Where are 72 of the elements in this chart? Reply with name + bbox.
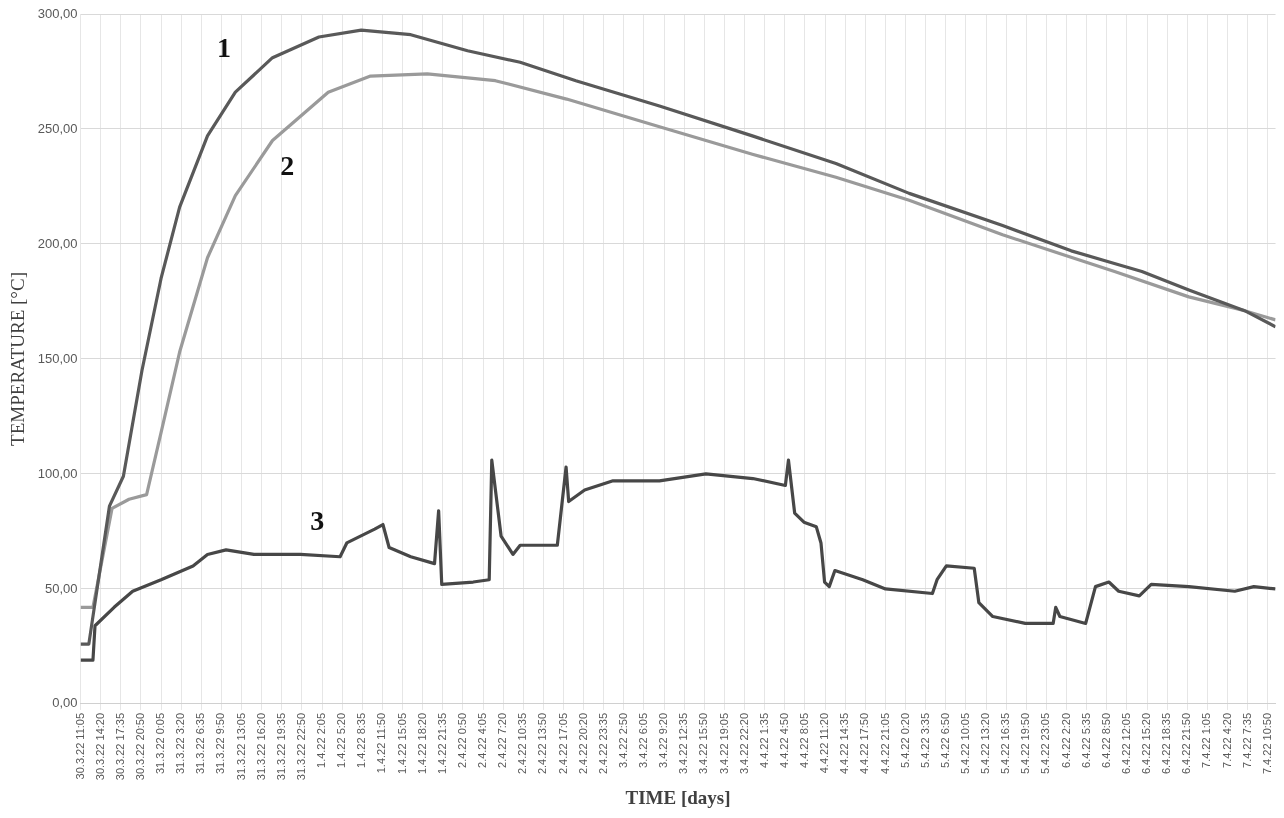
x-tick-label: 31.3.22 16:20 [254,712,267,781]
y-tick-label: 50,00 [45,580,78,596]
x-tick-label: 3.4.22 22:20 [737,712,750,775]
x-tick-label: 2.4.22 13:50 [536,712,549,775]
x-tick-label: 1.4.22 11:50 [375,712,388,774]
x-tick-label: 2.4.22 20:20 [576,712,589,775]
x-tick-label: 5.4.22 6:50 [938,712,951,768]
x-tick-label: 30.3.22 20:50 [133,712,146,781]
annotation: 2 [280,149,295,181]
x-tick-label: 7.4.22 1:05 [1200,712,1213,768]
x-tick-label: 5.4.22 3:35 [918,712,931,768]
x-tick-label: 6.4.22 2:20 [1059,712,1072,768]
x-tick-label: 4.4.22 21:05 [878,712,891,775]
y-tick-label: 150,00 [37,350,78,366]
y-tick-label: 250,00 [37,120,78,136]
x-tick-label: 5.4.22 10:05 [958,712,971,775]
x-tick-label: 4.4.22 1:35 [757,712,770,768]
x-tick-label: 2.4.22 7:20 [496,712,509,768]
y-tick-label: 0,00 [52,695,78,711]
x-tick-label: 31.3.22 3:20 [174,712,187,775]
annotation: 3 [310,504,325,536]
x-tick-label: 6.4.22 18:35 [1160,712,1173,775]
x-tick-label: 31.3.22 22:50 [294,712,307,781]
x-tick-label: 6.4.22 21:50 [1180,712,1193,775]
x-tick-label: 1.4.22 8:35 [355,712,368,768]
x-tick-label: 2.4.22 17:05 [556,712,569,775]
y-axis-title: TEMPERATURE [°C] [7,272,29,446]
x-tick-label: 7.4.22 7:35 [1240,712,1253,768]
x-tick-label: 1.4.22 21:35 [435,712,448,775]
x-tick-label: 2.4.22 10:35 [516,712,529,775]
x-tick-label: 7.4.22 10:50 [1260,712,1273,775]
x-tick-label: 3.4.22 15:50 [697,712,710,775]
x-tick-label: 3.4.22 19:05 [717,712,730,775]
annotation: 1 [216,32,231,64]
x-tick-label: 31.3.22 6:35 [194,712,207,775]
x-tick-label: 5.4.22 19:50 [1019,712,1032,775]
x-tick-label: 1.4.22 18:20 [415,712,428,775]
y-tick-label: 200,00 [37,235,78,251]
x-tick-label: 30.3.22 17:35 [113,712,126,781]
x-tick-label: 3.4.22 9:20 [657,712,670,768]
x-tick-label: 3.4.22 12:35 [677,712,690,775]
x-tick-label: 5.4.22 16:35 [999,712,1012,775]
x-tick-label: 4.4.22 17:50 [858,712,871,775]
x-tick-label: 30.3.22 14:20 [93,712,106,781]
x-tick-label: 4.4.22 14:35 [838,712,851,775]
y-tick-label: 300,00 [37,5,78,21]
x-tick-label: 5.4.22 0:20 [898,712,911,768]
x-tick-label: 30.3.22 11:05 [73,712,86,780]
y-tick-label: 100,00 [37,465,78,481]
x-tick-label: 31.3.22 19:35 [274,712,287,781]
x-tick-label: 3.4.22 2:50 [616,712,629,768]
x-tick-label: 6.4.22 12:05 [1119,712,1132,775]
x-tick-label: 4.4.22 8:05 [798,712,811,768]
x-tick-label: 2.4.22 4:05 [476,712,489,768]
x-tick-label: 5.4.22 13:20 [979,712,992,775]
x-tick-label: 2.4.22 0:50 [455,712,468,768]
x-tick-label: 1.4.22 2:05 [315,712,328,768]
x-tick-label: 3.4.22 6:05 [637,712,650,768]
x-tick-label: 5.4.22 23:05 [1039,712,1052,775]
x-tick-label: 4.4.22 4:50 [777,712,790,768]
x-tick-label: 7.4.22 4:20 [1220,712,1233,768]
x-axis-title: TIME [days] [625,786,731,808]
x-tick-label: 2.4.22 23:35 [596,712,609,775]
x-tick-label: 31.3.22 13:05 [234,712,247,781]
x-tick-label: 6.4.22 15:20 [1140,712,1153,775]
x-tick-label: 6.4.22 5:35 [1079,712,1092,768]
x-tick-label: 31.3.22 9:50 [214,712,227,775]
x-tick-label: 31.3.22 0:05 [154,712,167,775]
x-tick-label: 1.4.22 15:05 [395,712,408,775]
x-tick-label: 1.4.22 5:20 [335,712,348,768]
x-tick-label: 6.4.22 8:50 [1099,712,1112,768]
x-tick-label: 4.4.22 11:20 [818,712,831,774]
